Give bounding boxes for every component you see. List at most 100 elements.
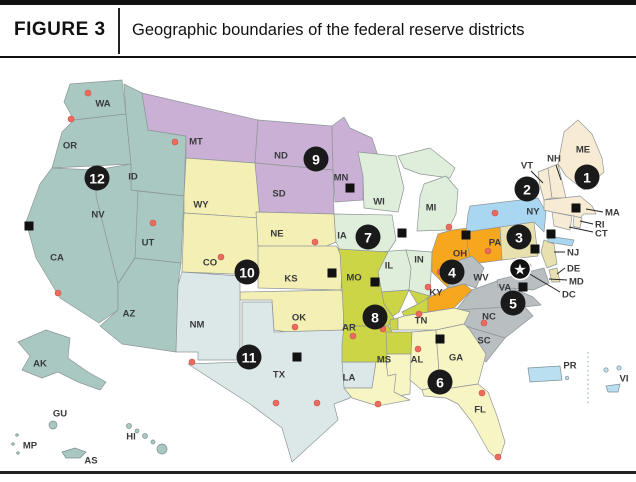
branch-city-dot: [480, 319, 488, 327]
figure-bottom-border: [0, 471, 636, 474]
state-label-mn: MN: [334, 173, 349, 184]
district-11-circle: [236, 344, 262, 370]
branch-city-dot: [188, 358, 196, 366]
state-label-il: IL: [385, 261, 394, 272]
island-as: [61, 447, 87, 459]
state-ct: [551, 211, 573, 231]
reserve-bank-square: [327, 268, 337, 278]
state-label-ma: MA: [605, 208, 620, 219]
state-label-az: AZ: [123, 309, 136, 320]
reserve-bank-square: [435, 334, 445, 344]
state-label-ne: NE: [270, 229, 283, 240]
district-6-circle: [427, 369, 453, 395]
state-label-ok: OK: [292, 313, 306, 324]
state-label-wi: WI: [373, 197, 385, 208]
pointer-lines-layer: [527, 164, 604, 293]
header-rule: [0, 56, 636, 58]
district-1-circle: [574, 164, 600, 190]
state-ny: [465, 197, 547, 233]
state-label-nd: ND: [274, 151, 288, 162]
state-label-wy: WY: [193, 200, 209, 211]
state-label-pr: PR: [563, 361, 576, 372]
state-label-ri: RI: [595, 220, 605, 231]
state-label-nc: NC: [482, 312, 496, 323]
branch-city-dot: [291, 323, 299, 331]
state-ne: [255, 211, 337, 249]
district-2-circle: [514, 176, 540, 202]
branch-city-dot: [424, 283, 432, 291]
state-label-gu: GU: [53, 409, 67, 420]
state-vt: [537, 167, 553, 201]
state-label-wa: WA: [95, 99, 110, 110]
reserve-bank-square: [530, 244, 540, 254]
state-ak: [17, 329, 107, 391]
branch-city-dot: [313, 399, 321, 407]
district-6-number: 6: [436, 375, 444, 391]
reserve-bank-square: [546, 229, 556, 239]
island-pr: [527, 365, 563, 383]
state-mi-up: [397, 147, 456, 179]
state-label-ky: KY: [429, 288, 443, 299]
branch-city-dot: [491, 209, 499, 217]
pointer-line-ma: [585, 208, 604, 213]
pointer-line-de: [556, 267, 566, 275]
state-label-wv: WV: [473, 273, 489, 284]
district-8-circle: [362, 304, 388, 330]
state-label-ar: AR: [342, 323, 356, 334]
state-label-nm: NM: [190, 320, 205, 331]
reserve-bank-square: [518, 282, 528, 292]
branch-city-dot: [54, 289, 62, 297]
district-3-circle: [506, 224, 532, 250]
branch-city-dot: [494, 453, 502, 461]
state-label-ut: UT: [142, 238, 155, 249]
state-label-nh: NH: [547, 154, 561, 165]
island-mp: [11, 442, 15, 446]
state-ks: [257, 245, 344, 291]
state-tx: [187, 301, 353, 463]
reserve-bank-square: [345, 183, 355, 193]
district-10-circle: [234, 259, 260, 285]
state-label-nv: NV: [91, 210, 105, 221]
header-divider: [118, 8, 120, 54]
state-label-vt: VT: [521, 161, 533, 172]
island-hi: [126, 423, 132, 429]
branch-city-dot: [414, 345, 422, 353]
state-label-dc: DC: [562, 290, 576, 301]
branch-city-dot: [171, 138, 179, 146]
state-nm: [175, 271, 241, 361]
branch-city-dot: [349, 332, 357, 340]
state-label-ga: GA: [449, 353, 463, 364]
reserve-bank-square: [370, 277, 380, 287]
state-label-ak: AK: [33, 359, 47, 370]
branch-city-dot: [217, 253, 225, 261]
island-vi: [616, 365, 622, 371]
state-label-ks: KS: [284, 274, 297, 285]
reserve-bank-square: [292, 352, 302, 362]
state-label-co: CO: [203, 258, 217, 269]
state-label-nj: NJ: [567, 248, 579, 259]
state-label-ia: IA: [337, 231, 347, 242]
island-hi: [134, 428, 140, 434]
board-of-governors-circle: [508, 257, 532, 281]
district-5-number: 5: [509, 296, 517, 312]
island-gu: [48, 420, 58, 430]
state-label-ms: MS: [377, 355, 391, 366]
district-11-number: 11: [242, 350, 257, 366]
district-1-number: 1: [583, 170, 591, 186]
branch-city-dot: [311, 238, 319, 246]
island-pr-small: [564, 375, 570, 381]
state-tn: [397, 307, 471, 331]
pointer-line-ri: [579, 220, 594, 225]
district-12-number: 12: [89, 171, 105, 187]
state-mi: [416, 175, 459, 232]
state-labels-layer: WA OR ID NV UT CA AZ MT WY CO NM ND SD MN NE KS OK TX LA IA…: [23, 99, 629, 467]
state-la-south: [343, 361, 411, 407]
reserve-bank-square: [571, 203, 581, 213]
state-de: [548, 267, 561, 283]
state-label-as: AS: [84, 456, 97, 467]
state-label-ca: CA: [50, 253, 64, 264]
district-9-circle: [303, 146, 329, 172]
branch-city-dot: [484, 247, 492, 255]
state-ri: [572, 215, 583, 229]
